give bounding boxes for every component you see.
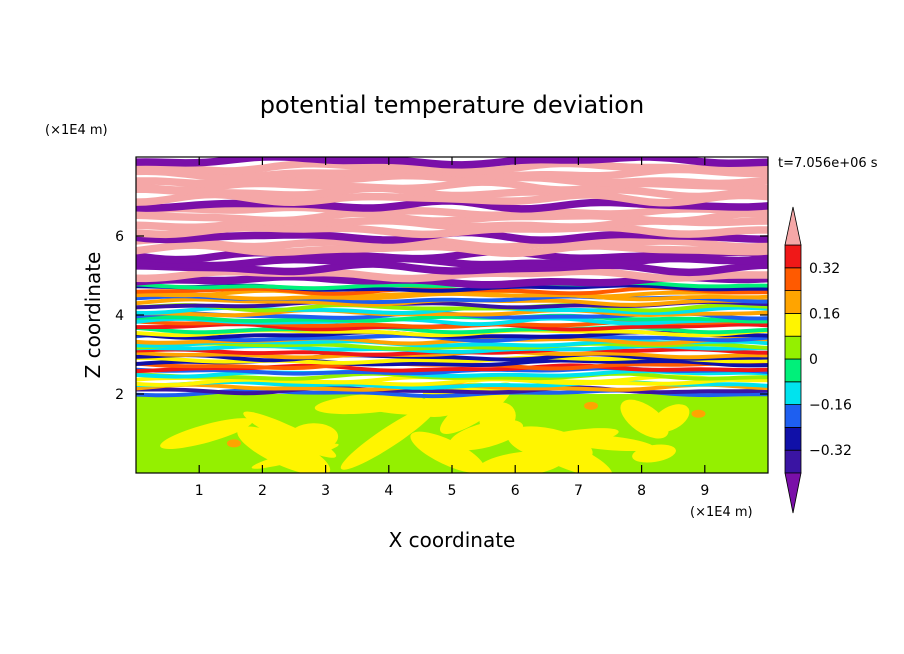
colorbar: 0.32 0.16 0 −0.16 −0.32 <box>784 206 852 514</box>
x-tick-label: 2 <box>258 483 267 499</box>
chart-title: potential temperature deviation <box>260 91 644 119</box>
colorbar-segment <box>784 312 802 337</box>
colorbar-segment <box>784 449 802 474</box>
colorbar-label: 0 <box>809 352 818 368</box>
colorbar-segment <box>784 381 802 405</box>
y-unit-label: (×1E4 m) <box>45 123 108 138</box>
mixing-band <box>136 291 768 302</box>
warm-blob <box>243 411 337 458</box>
warm-blob <box>410 431 485 473</box>
warm-blob <box>620 399 669 439</box>
x-axis: 1 2 3 4 5 6 7 8 9 <box>195 157 709 499</box>
y-tick-label: 6 <box>115 229 124 245</box>
colorbar-segment <box>784 404 802 428</box>
mixing-band <box>136 303 768 313</box>
warm-blob <box>632 444 676 463</box>
hot-spot <box>584 401 599 410</box>
heatmap-field <box>136 157 768 473</box>
x-tick-label: 9 <box>700 483 709 499</box>
colorbar-label: 0.32 <box>809 261 840 277</box>
x-tick-label: 1 <box>195 483 204 499</box>
colorbar-segment <box>784 290 802 314</box>
upper-band <box>136 165 768 182</box>
colorbar-extend-min <box>784 472 802 514</box>
colorbar-segment <box>784 335 802 360</box>
hot-spot <box>691 409 706 418</box>
colorbar-segment <box>784 244 802 269</box>
colorbar-segment <box>784 426 802 451</box>
colorbar-extend-max <box>784 206 802 246</box>
upper-band <box>136 241 768 258</box>
colorbar-segment <box>784 358 802 383</box>
warm-blob <box>422 386 467 416</box>
colorbar-label: −0.32 <box>809 443 852 459</box>
warm-blob <box>477 450 565 473</box>
warm-blob <box>439 382 513 434</box>
colorbar-label: −0.16 <box>809 398 852 414</box>
y-tick-label: 4 <box>115 308 124 324</box>
mixing-band <box>136 316 768 327</box>
x-tick-label: 3 <box>321 483 330 499</box>
warm-blob <box>160 418 253 449</box>
x-tick-label: 8 <box>637 483 646 499</box>
colorbar-segment <box>784 267 802 291</box>
x-tick-label: 4 <box>384 483 393 499</box>
warm-blob <box>526 428 619 449</box>
upper-band <box>136 254 768 270</box>
x-unit-label: (×1E4 m) <box>690 505 753 520</box>
mixing-band <box>136 369 768 379</box>
x-axis-label: X coordinate <box>389 528 516 552</box>
y-tick-label: 2 <box>115 387 124 403</box>
warm-blob <box>479 402 516 435</box>
y-axis-label: Z coordinate <box>81 252 105 379</box>
y-axis: 2 4 6 <box>115 229 768 403</box>
warm-blob <box>340 404 438 470</box>
mixing-band <box>136 355 768 365</box>
hot-spot <box>226 439 241 448</box>
mixing-band <box>136 382 768 392</box>
x-tick-label: 6 <box>511 483 520 499</box>
x-tick-label: 5 <box>448 483 457 499</box>
time-label: t=7.056e+06 s <box>778 156 878 171</box>
warm-blob <box>237 426 331 473</box>
colorbar-label: 0.16 <box>809 306 840 322</box>
upper-band <box>136 235 768 251</box>
x-tick-label: 7 <box>574 483 583 499</box>
